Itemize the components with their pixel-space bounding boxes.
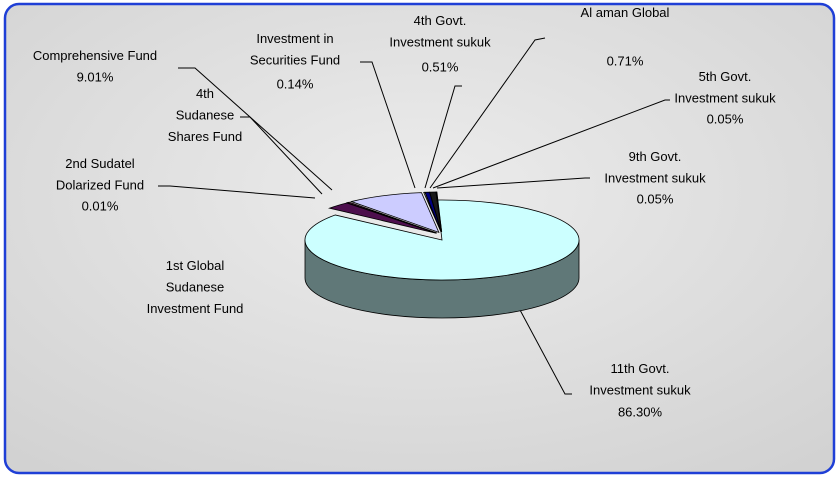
value-label: 0.01%: [82, 198, 119, 213]
slice-label: 1st Global Sudanese Investment Fund: [147, 258, 244, 316]
slice: [349, 192, 440, 234]
slice-label: 5th Govt. Investment sukuk: [674, 69, 776, 106]
value-label: 0.14%: [277, 76, 314, 91]
slice-label: 4th Sudanese Shares Fund: [168, 86, 242, 144]
slice-label: 2nd Sudatel Dolarized Fund: [56, 156, 144, 193]
value-label: 0.71%: [607, 53, 644, 68]
slice-label: Comprehensive Fund: [33, 48, 157, 63]
slice: [436, 191, 443, 233]
slice: [327, 202, 437, 234]
leader-lines: [158, 37, 670, 395]
slice: [304, 199, 580, 281]
value-label: 0.05%: [637, 191, 674, 206]
slice-label: 11th Govt. Investment sukuk: [589, 361, 691, 398]
slice-label: Investment in Securities Fund: [250, 31, 340, 68]
slice: [345, 201, 437, 234]
slice-label: Al aman Global: [581, 5, 670, 20]
slice-label: 4th Govt. Investment sukuk: [389, 13, 491, 50]
value-label: 0.05%: [707, 111, 744, 126]
slice-label: 9th Govt. Investment sukuk: [604, 149, 706, 186]
value-label: 86.30%: [618, 404, 663, 419]
value-label: 0.51%: [422, 59, 459, 74]
value-label: 9.01%: [77, 69, 114, 84]
